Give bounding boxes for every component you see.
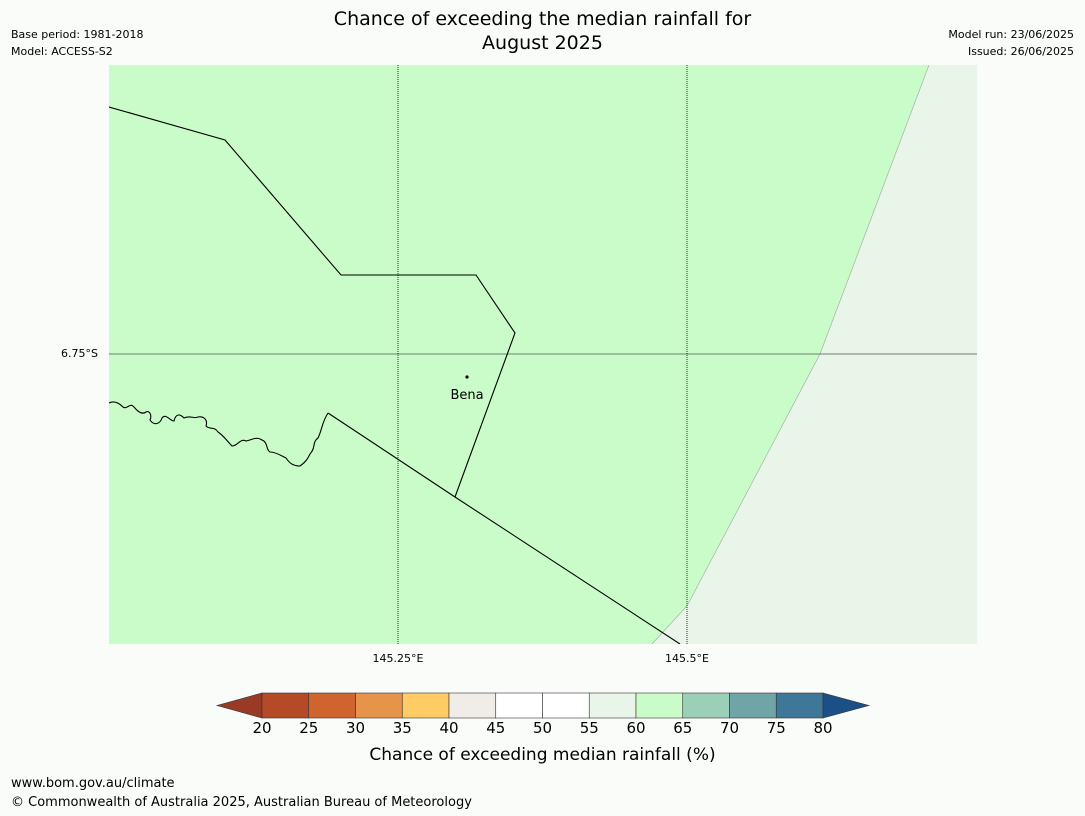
probability-fill-55-60 bbox=[652, 65, 977, 644]
colorbar-tick-label: 55 bbox=[579, 719, 599, 737]
colorbar-title: Chance of exceeding median rainfall (%) bbox=[369, 745, 716, 765]
colorbar-segment bbox=[775, 692, 824, 719]
colorbar bbox=[215, 692, 871, 719]
colorbar-tick-label: 35 bbox=[392, 719, 412, 737]
colorbar-tick-label: 40 bbox=[439, 719, 459, 737]
colorbar-segment bbox=[682, 692, 730, 719]
colorbar-segment bbox=[448, 692, 497, 719]
colorbar-tick-label: 70 bbox=[719, 719, 740, 737]
province-border-south bbox=[327, 412, 681, 644]
colorbar-tick-label: 60 bbox=[626, 719, 646, 737]
footer-url: www.bom.gov.au/climate bbox=[11, 776, 175, 791]
title-line-2: August 2025 bbox=[482, 32, 603, 54]
colorbar-over-arrow bbox=[822, 692, 871, 719]
map-area bbox=[109, 65, 977, 644]
coastline bbox=[109, 401, 329, 467]
colorbar-segment bbox=[495, 692, 543, 719]
map-title: Chance of exceeding the median rainfall … bbox=[0, 7, 1085, 55]
colorbar-tick-label: 45 bbox=[486, 719, 506, 737]
colorbar-segment bbox=[588, 692, 637, 719]
colorbar-tick-label: 20 bbox=[252, 719, 272, 737]
place-marker bbox=[465, 375, 469, 379]
colorbar-segment bbox=[729, 692, 777, 719]
title-line-1: Chance of exceeding the median rainfall … bbox=[333, 8, 752, 30]
colorbar-tick-label: 30 bbox=[345, 719, 366, 737]
colorbar-tick-label: 50 bbox=[532, 719, 553, 737]
base-period-text: Base period: 1981-2018 bbox=[11, 28, 144, 41]
colorbar-segment bbox=[635, 692, 684, 719]
metadata-left: Base period: 1981-2018 Model: ACCESS-S2 bbox=[11, 26, 143, 60]
colorbar-segment bbox=[542, 692, 590, 719]
colorbar-segment bbox=[308, 692, 356, 719]
colorbar-under-arrow bbox=[215, 692, 263, 719]
colorbar-segment bbox=[355, 692, 403, 719]
colorbar-tick-label: 65 bbox=[673, 719, 693, 737]
model-text: Model: ACCESS-S2 bbox=[11, 45, 113, 58]
footer-copyright: © Commonwealth of Australia 2025, Austra… bbox=[11, 795, 472, 810]
province-border bbox=[109, 106, 516, 498]
colorbar-tick-label: 75 bbox=[766, 719, 786, 737]
longitude-label-1: 145.25°E bbox=[372, 652, 424, 665]
model-run-text: Model run: 23/06/2025 bbox=[948, 28, 1074, 41]
place-label: Bena bbox=[450, 388, 484, 403]
colorbar-tick-label: 25 bbox=[299, 719, 319, 737]
metadata-right: Model run: 23/06/2025 Issued: 26/06/2025 bbox=[948, 26, 1074, 60]
issued-text: Issued: 26/06/2025 bbox=[967, 45, 1074, 58]
colorbar-tick-label: 80 bbox=[813, 719, 833, 737]
colorbar-segment bbox=[261, 692, 310, 719]
colorbar-segment bbox=[401, 692, 450, 719]
longitude-label-2: 145.5°E bbox=[665, 652, 709, 665]
latitude-label: 6.75°S bbox=[61, 347, 98, 360]
contour-line bbox=[651, 65, 930, 644]
